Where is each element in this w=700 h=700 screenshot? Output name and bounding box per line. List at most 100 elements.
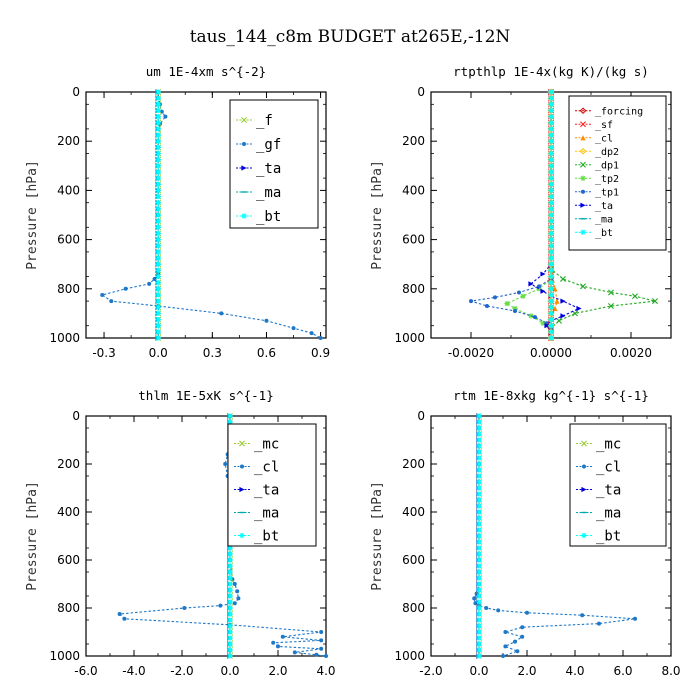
legend-label: _dp2 <box>595 147 619 158</box>
data-point <box>155 169 161 175</box>
data-point <box>122 616 127 621</box>
legend-marker <box>240 464 244 469</box>
data-point <box>280 634 285 639</box>
legend-item: _forcing <box>575 106 643 117</box>
data-point <box>520 625 525 630</box>
data-point <box>155 206 161 212</box>
data-point <box>633 616 637 621</box>
legend-item: _ma <box>575 214 613 225</box>
data-point <box>264 318 269 323</box>
data-point <box>163 114 168 119</box>
data-point <box>476 623 482 629</box>
x-tick-label: -0.0020 <box>448 346 494 360</box>
data-point <box>496 608 501 613</box>
data-point <box>227 557 233 563</box>
chart-title: um 1E-4xm s^{-2} <box>146 64 266 79</box>
y-tick-label: 400 <box>402 505 425 519</box>
data-point <box>476 539 482 545</box>
data-point <box>476 509 482 515</box>
data-point <box>476 575 482 581</box>
data-point <box>560 313 566 319</box>
data-point <box>147 281 152 286</box>
data-point <box>548 212 554 218</box>
data-point <box>540 271 546 277</box>
legend-label: _bt <box>254 528 279 544</box>
data-point <box>503 630 508 634</box>
data-point <box>152 276 157 281</box>
data-point <box>520 634 525 639</box>
data-point <box>218 603 223 608</box>
legend-box <box>569 423 667 547</box>
data-point <box>155 224 161 230</box>
x-tick-label: 0.0 <box>469 664 488 678</box>
data-point <box>236 596 241 601</box>
legend-label: _gf <box>256 137 281 153</box>
data-point <box>476 647 482 653</box>
legend-item: _bt <box>575 228 613 239</box>
data-point <box>155 323 161 329</box>
data-point <box>476 413 482 419</box>
y-tick-label: 200 <box>57 457 80 471</box>
legend: _f _gf _ta _ma _bt <box>229 99 319 229</box>
data-point <box>227 629 233 635</box>
x-tick-label: 0.0 <box>220 664 239 678</box>
data-point <box>227 605 233 611</box>
series-line <box>470 92 552 329</box>
legend-label: _ta <box>595 201 613 212</box>
legend-label: _bt <box>256 209 281 225</box>
data-point <box>548 181 554 187</box>
data-point <box>476 527 482 533</box>
data-point <box>548 329 554 335</box>
data-point <box>155 107 161 114</box>
y-tick-label: 400 <box>57 505 80 519</box>
legend-item: _ma <box>576 505 621 521</box>
data-point <box>155 138 161 144</box>
data-point <box>548 273 554 280</box>
data-point <box>520 293 526 299</box>
data-point <box>537 284 541 289</box>
data-point <box>548 120 554 126</box>
data-point <box>476 641 482 647</box>
data-point <box>155 249 161 255</box>
data-point <box>476 533 482 539</box>
data-point <box>476 629 482 635</box>
data-point <box>227 569 233 575</box>
x-tick-label: -0.3 <box>92 346 115 360</box>
data-point <box>548 169 554 175</box>
data-point <box>548 292 554 298</box>
legend-item: _dp1 <box>575 160 619 171</box>
data-point <box>552 286 558 292</box>
data-point <box>155 280 161 286</box>
legend-item: _mc <box>234 436 279 452</box>
data-point <box>556 317 562 324</box>
legend-marker <box>579 147 587 155</box>
data-point <box>528 281 534 287</box>
data-point <box>155 212 161 218</box>
x-tick-label: 0.0020 <box>610 346 652 360</box>
legend-marker <box>581 532 587 539</box>
legend-item: _cl <box>576 459 621 475</box>
legend-label: _tp2 <box>595 174 619 185</box>
data-point <box>227 581 233 587</box>
legend-label: _ma <box>596 505 621 521</box>
data-point <box>476 497 482 503</box>
data-point <box>227 623 233 629</box>
legend-item: _cl <box>575 133 613 144</box>
y-axis-label: Pressure [hPa] <box>25 481 40 591</box>
legend-marker <box>581 189 585 194</box>
legend-label: _cl <box>254 459 279 475</box>
series-tp1 <box>469 90 553 331</box>
data-point <box>227 413 233 419</box>
series-line <box>530 92 581 334</box>
data-point <box>548 193 554 200</box>
data-point <box>548 286 554 292</box>
chart-title: rtm 1E-8xkg kg^{-1} s^{-1} <box>453 388 649 403</box>
data-point <box>319 630 324 634</box>
data-point <box>548 255 554 261</box>
data-point <box>109 299 114 304</box>
legend-item: _bt <box>576 528 621 544</box>
data-point <box>476 515 482 521</box>
data-point <box>227 599 233 605</box>
data-point <box>540 288 546 294</box>
data-point <box>552 305 558 312</box>
